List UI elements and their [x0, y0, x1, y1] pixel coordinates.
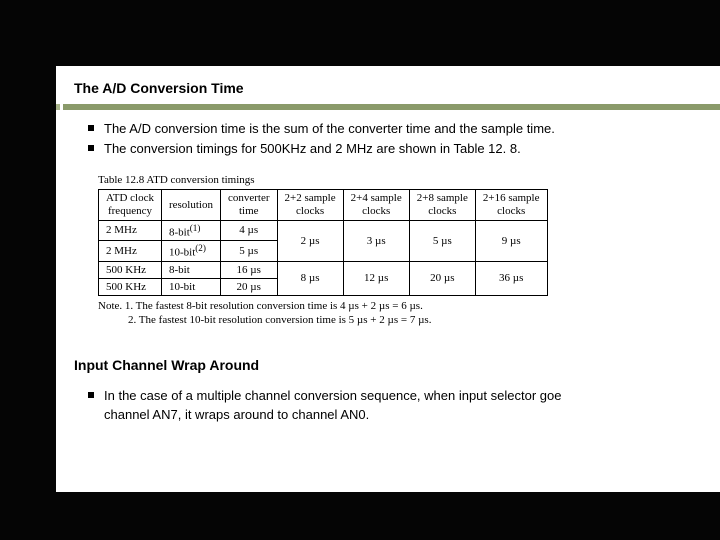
cell-res: 10-bit(2)	[161, 241, 220, 262]
accent-bar	[56, 104, 720, 110]
cell-freq: 2 MHz	[99, 241, 162, 262]
section-2-title: Input Channel Wrap Around	[56, 331, 720, 383]
heading-2: Input Channel Wrap Around	[74, 357, 702, 373]
cell-s22-b: 8 µs	[277, 261, 343, 295]
list-item: The conversion timings for 500KHz and 2 …	[88, 140, 720, 158]
header-resolution: resolution	[161, 190, 220, 220]
header-2plus16: 2+16 sampleclocks	[475, 190, 547, 220]
table-row: 2 MHz 8-bit(1) 4 µs 2 µs 3 µs 5 µs 9 µs	[99, 220, 548, 241]
bullet-list-2: In the case of a multiple channel conver…	[56, 383, 720, 435]
bullet-list-1: The A/D conversion time is the sum of th…	[56, 110, 720, 170]
bullet-icon	[88, 125, 94, 131]
cell-s24-b: 12 µs	[343, 261, 409, 295]
note-1: Note. 1. The fastest 8-bit resolution co…	[98, 300, 720, 314]
cell-s22-a: 2 µs	[277, 220, 343, 261]
table-row: ATD clockfrequency resolution convertert…	[99, 190, 548, 220]
cell-conv: 16 µs	[220, 261, 277, 278]
cell-s216-b: 36 µs	[475, 261, 547, 295]
bullet-icon	[88, 392, 94, 398]
note-2: 2. The fastest 10-bit resolution convers…	[98, 314, 720, 328]
header-converter-time: convertertime	[220, 190, 277, 220]
table-notes: Note. 1. The fastest 8-bit resolution co…	[98, 300, 720, 328]
table-caption: Table 12.8 ATD conversion timings	[98, 174, 720, 186]
cell-res: 8-bit	[161, 261, 220, 278]
bullet-text: The A/D conversion time is the sum of th…	[104, 120, 555, 138]
header-frequency: ATD clockfrequency	[99, 190, 162, 220]
cell-s28-a: 5 µs	[409, 220, 475, 261]
heading-1: The A/D Conversion Time	[74, 80, 702, 96]
cell-s24-a: 3 µs	[343, 220, 409, 261]
section-1-title: The A/D Conversion Time	[56, 66, 720, 104]
slide-content: The A/D Conversion Time The A/D conversi…	[56, 66, 720, 492]
cell-freq: 500 KHz	[99, 278, 162, 295]
cell-conv: 4 µs	[220, 220, 277, 241]
list-item: In the case of a multiple channel conver…	[88, 387, 720, 423]
bullet-icon	[88, 145, 94, 151]
cell-res: 10-bit	[161, 278, 220, 295]
cell-freq: 500 KHz	[99, 261, 162, 278]
cell-s28-b: 20 µs	[409, 261, 475, 295]
cell-freq: 2 MHz	[99, 220, 162, 241]
cell-res: 8-bit(1)	[161, 220, 220, 241]
table-figure: Table 12.8 ATD conversion timings ATD cl…	[56, 170, 720, 331]
bullet-text: In the case of a multiple channel conver…	[104, 387, 561, 423]
atd-table: ATD clockfrequency resolution convertert…	[98, 189, 548, 296]
table-row: 500 KHz 8-bit 16 µs 8 µs 12 µs 20 µs 36 …	[99, 261, 548, 278]
cell-conv: 20 µs	[220, 278, 277, 295]
header-2plus8: 2+8 sampleclocks	[409, 190, 475, 220]
header-2plus2: 2+2 sampleclocks	[277, 190, 343, 220]
cell-conv: 5 µs	[220, 241, 277, 262]
cell-s216-a: 9 µs	[475, 220, 547, 261]
list-item: The A/D conversion time is the sum of th…	[88, 120, 720, 138]
bullet-text: The conversion timings for 500KHz and 2 …	[104, 140, 521, 158]
header-2plus4: 2+4 sampleclocks	[343, 190, 409, 220]
